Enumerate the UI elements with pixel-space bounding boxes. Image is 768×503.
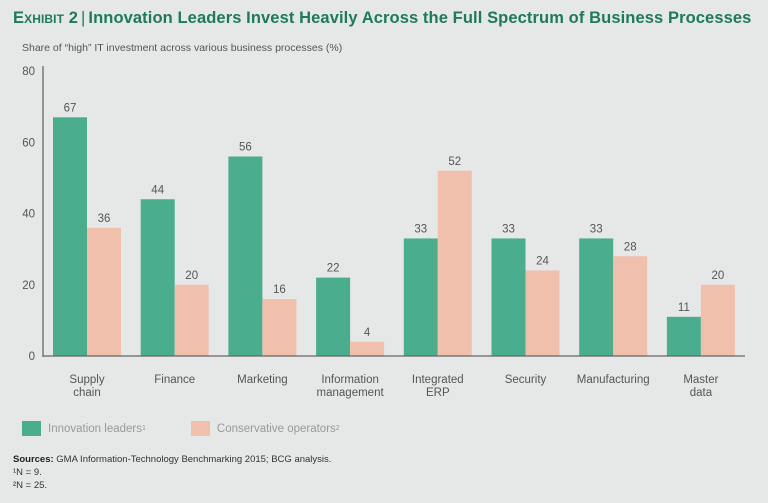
x-tick-label-finance: Finance bbox=[154, 374, 195, 386]
data-label-innovation-leaders-marketing: 56 bbox=[239, 142, 252, 154]
legend-sup-1: 1 bbox=[141, 425, 146, 432]
legend-item-conservative-operators: Conservative operators 2 bbox=[190, 421, 340, 436]
legend-sup-2: 2 bbox=[335, 425, 340, 432]
bar-innovation-leaders-marketing bbox=[228, 156, 263, 356]
chart-title: Exhibit 2 | Innovation Leaders Invest Heav… bbox=[13, 9, 751, 28]
sources-text: GMA Information-Technology Benchmarking … bbox=[56, 454, 332, 465]
legend-swatch-conservative-operators bbox=[190, 421, 210, 436]
bar-innovation-leaders-security bbox=[491, 238, 526, 356]
x-tick-label-integrated-erp-line-1: Integrated bbox=[412, 374, 464, 386]
x-tick-label-supply-chain-line-1: Supply bbox=[69, 374, 104, 386]
legend-item-innovation-leaders: Innovation leaders 1 bbox=[22, 421, 146, 436]
data-label-innovation-leaders-integrated-erp: 33 bbox=[414, 223, 427, 235]
y-tick-label-0: 0 bbox=[29, 351, 35, 363]
bar-conservative-operators-finance bbox=[174, 284, 209, 356]
bar-conservative-operators-master-data bbox=[700, 284, 735, 356]
data-label-conservative-operators-marketing: 16 bbox=[273, 284, 286, 296]
data-label-conservative-operators-finance: 20 bbox=[185, 270, 198, 282]
data-label-innovation-leaders-information-management: 22 bbox=[327, 263, 340, 275]
data-label-conservative-operators-supply-chain: 36 bbox=[98, 213, 111, 225]
sources-label: Sources: bbox=[13, 454, 54, 465]
bar-innovation-leaders-integrated-erp bbox=[403, 238, 438, 356]
data-label-innovation-leaders-security: 33 bbox=[502, 223, 515, 235]
data-label-conservative-operators-integrated-erp: 52 bbox=[448, 156, 461, 168]
title-separator: | bbox=[81, 9, 86, 27]
title-text: Innovation Leaders Invest Heavily Across… bbox=[88, 9, 752, 27]
bar-conservative-operators-security bbox=[525, 270, 560, 356]
data-label-conservative-operators-manufacturing: 28 bbox=[624, 241, 637, 253]
data-label-innovation-leaders-master-data: 11 bbox=[678, 302, 690, 314]
data-label-conservative-operators-security: 24 bbox=[536, 256, 549, 268]
y-tick-label-20: 20 bbox=[22, 280, 35, 292]
x-tick-label-marketing: Marketing bbox=[237, 374, 288, 386]
chart-subtitle: Share of “high” IT investment across var… bbox=[22, 42, 343, 54]
x-tick-label-security: Security bbox=[505, 374, 547, 386]
y-tick-label-60: 60 bbox=[22, 137, 35, 149]
sources-line: Sources: GMA Information-Technology Benc… bbox=[13, 453, 331, 466]
bar-innovation-leaders-supply-chain bbox=[53, 117, 87, 356]
y-tick-label-80: 80 bbox=[22, 66, 35, 78]
x-tick-label-information-management-line-1: Information bbox=[321, 374, 379, 386]
y-tick-label-40: 40 bbox=[22, 209, 35, 221]
data-label-innovation-leaders-supply-chain: 67 bbox=[64, 102, 77, 114]
footnote-2: ²N = 25. bbox=[13, 480, 48, 491]
bar-conservative-operators-marketing bbox=[262, 299, 297, 356]
bar-innovation-leaders-master-data bbox=[666, 316, 701, 356]
bar-conservative-operators-integrated-erp bbox=[437, 170, 472, 356]
x-tick-label-manufacturing: Manufacturing bbox=[577, 374, 650, 386]
legend-label-innovation-leaders: Innovation leaders bbox=[48, 422, 142, 435]
bar-innovation-leaders-manufacturing bbox=[579, 238, 614, 356]
x-tick-label-integrated-erp-line-2: ERP bbox=[426, 387, 450, 399]
x-tick-label-supply-chain-line-2: chain bbox=[73, 387, 101, 399]
x-tick-label-master-data-line-1: Master bbox=[683, 374, 718, 386]
exhibit-label: Exhibit 2 bbox=[13, 9, 79, 27]
bar-innovation-leaders-finance bbox=[140, 199, 175, 356]
source-notes: Sources: GMA Information-Technology Benc… bbox=[13, 453, 331, 492]
x-tick-label-master-data-line-2: data bbox=[690, 387, 713, 399]
data-label-conservative-operators-information-management: 4 bbox=[364, 327, 371, 339]
bar-innovation-leaders-information-management bbox=[316, 277, 351, 356]
bar-conservative-operators-manufacturing bbox=[613, 256, 648, 356]
legend-label-conservative-operators: Conservative operators bbox=[216, 422, 336, 435]
data-label-innovation-leaders-finance: 44 bbox=[151, 184, 164, 196]
data-label-conservative-operators-master-data: 20 bbox=[712, 270, 725, 282]
data-label-innovation-leaders-manufacturing: 33 bbox=[590, 223, 603, 235]
legend: Innovation leaders 1 Conservative operato… bbox=[22, 421, 385, 436]
footnote-1: ¹N = 9. bbox=[13, 467, 42, 478]
x-tick-label-information-management-line-2: management bbox=[317, 387, 385, 399]
legend-swatch-innovation-leaders bbox=[22, 421, 41, 436]
bar-conservative-operators-information-management bbox=[350, 341, 385, 356]
bar-conservative-operators-supply-chain bbox=[87, 227, 121, 356]
